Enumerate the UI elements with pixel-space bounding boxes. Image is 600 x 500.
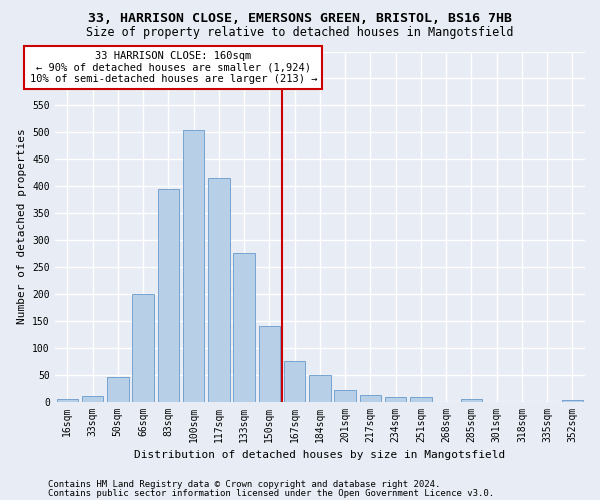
Bar	[133, 294, 154, 402]
Bar	[208, 178, 230, 402]
Bar	[334, 390, 356, 402]
Bar	[359, 395, 381, 402]
Text: 33, HARRISON CLOSE, EMERSONS GREEN, BRISTOL, BS16 7HB: 33, HARRISON CLOSE, EMERSONS GREEN, BRIS…	[88, 12, 512, 26]
Bar	[158, 189, 179, 402]
Bar	[410, 397, 431, 402]
Y-axis label: Number of detached properties: Number of detached properties	[17, 128, 26, 324]
Bar	[385, 397, 406, 402]
Bar	[562, 400, 583, 402]
Bar	[107, 378, 128, 402]
Bar	[233, 254, 255, 402]
Text: Contains public sector information licensed under the Open Government Licence v3: Contains public sector information licen…	[48, 488, 494, 498]
Bar	[259, 326, 280, 402]
Text: Contains HM Land Registry data © Crown copyright and database right 2024.: Contains HM Land Registry data © Crown c…	[48, 480, 440, 489]
Bar	[183, 130, 205, 402]
Text: Size of property relative to detached houses in Mangotsfield: Size of property relative to detached ho…	[86, 26, 514, 39]
Bar	[461, 399, 482, 402]
Bar	[56, 399, 78, 402]
Bar	[284, 361, 305, 402]
Text: 33 HARRISON CLOSE: 160sqm
← 90% of detached houses are smaller (1,924)
10% of se: 33 HARRISON CLOSE: 160sqm ← 90% of detac…	[29, 51, 317, 84]
X-axis label: Distribution of detached houses by size in Mangotsfield: Distribution of detached houses by size …	[134, 450, 505, 460]
Bar	[309, 374, 331, 402]
Bar	[82, 396, 103, 402]
